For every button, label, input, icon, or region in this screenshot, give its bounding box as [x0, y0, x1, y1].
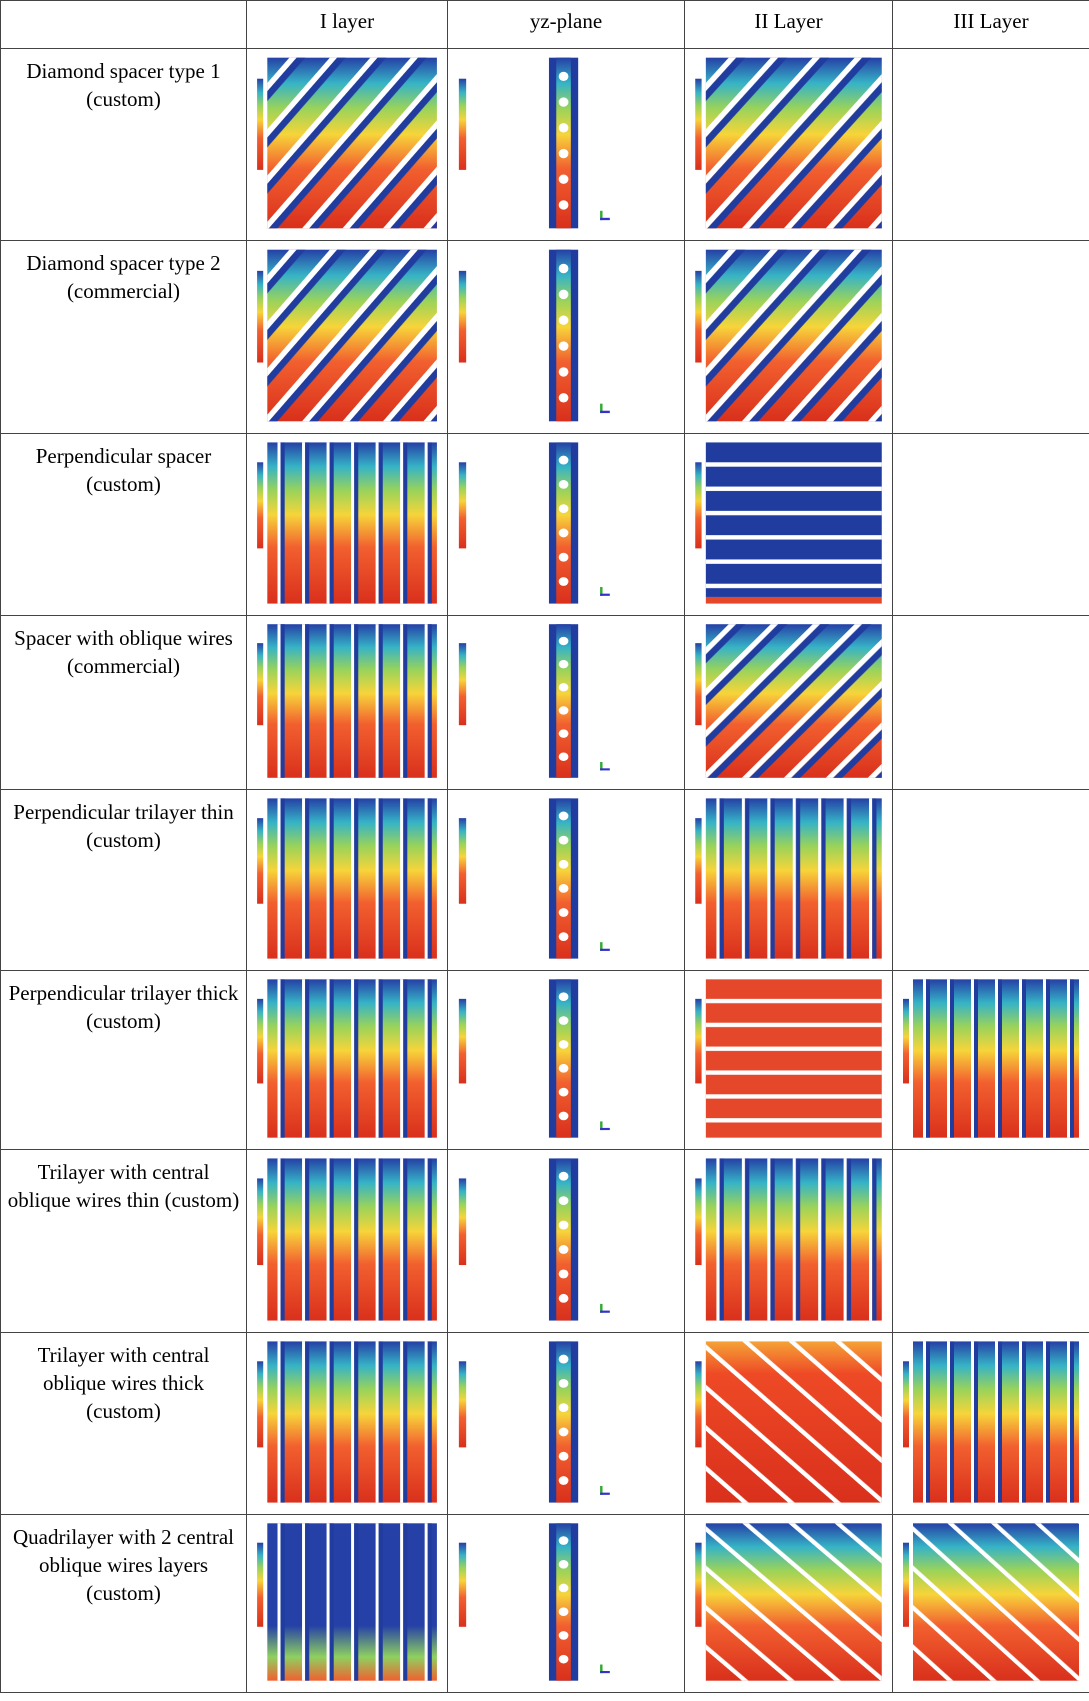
contour-plot	[691, 1154, 886, 1325]
contour-plot	[454, 975, 678, 1142]
header-cell: yz-plane	[448, 1, 685, 49]
contour-plot	[454, 438, 678, 608]
table-row: Perpendicular spacer (custom)	[1, 434, 1089, 616]
image-cell	[247, 1333, 448, 1515]
image-cell	[685, 616, 893, 790]
table-row: Perpendicular trilayer thick (custom)	[1, 971, 1089, 1150]
image-cell	[448, 49, 685, 241]
contour-plot	[691, 438, 886, 608]
image-cell	[448, 616, 685, 790]
contour-plot	[691, 1519, 886, 1685]
contour-plot	[899, 1337, 1083, 1507]
table-row: Spacer with oblique wires (commercial)	[1, 616, 1089, 790]
contour-plot	[253, 794, 441, 963]
image-cell	[685, 1150, 893, 1333]
image-cell	[448, 1515, 685, 1693]
contour-plot	[691, 620, 886, 782]
image-cell	[893, 790, 1089, 971]
image-cell	[893, 1333, 1089, 1515]
contour-plot	[454, 245, 678, 426]
image-cell	[448, 434, 685, 616]
header-cell: III Layer	[893, 1, 1089, 49]
header-cell: I layer	[247, 1, 448, 49]
contour-plot	[253, 1337, 441, 1507]
contour-plot	[899, 975, 1083, 1142]
table-row: Diamond spacer type 1 (custom)	[1, 49, 1089, 241]
contour-plot	[454, 794, 678, 963]
image-cell	[893, 241, 1089, 434]
image-cell	[893, 49, 1089, 241]
image-cell	[893, 971, 1089, 1150]
image-cell	[448, 790, 685, 971]
image-cell	[247, 790, 448, 971]
image-cell	[247, 616, 448, 790]
image-cell	[685, 241, 893, 434]
table-row: Diamond spacer type 2 (commercial)	[1, 241, 1089, 434]
image-cell	[685, 49, 893, 241]
contour-plot	[253, 1154, 441, 1325]
image-cell	[893, 1150, 1089, 1333]
contour-plot	[253, 53, 441, 233]
contour-plot	[454, 620, 678, 782]
contour-plot	[253, 438, 441, 608]
image-cell	[247, 434, 448, 616]
image-cell	[685, 790, 893, 971]
image-cell	[247, 241, 448, 434]
contour-plot	[691, 245, 886, 426]
row-label: Diamond spacer type 1 (custom)	[1, 49, 247, 241]
image-cell	[893, 616, 1089, 790]
image-cell	[448, 1333, 685, 1515]
image-cell	[893, 1515, 1089, 1693]
image-cell	[685, 1515, 893, 1693]
contour-plot	[691, 794, 886, 963]
contour-plot	[253, 1519, 441, 1685]
table-row: Perpendicular trilayer thin (custom)	[1, 790, 1089, 971]
contour-plot	[454, 1337, 678, 1507]
contour-plot	[691, 975, 886, 1142]
image-cell	[247, 49, 448, 241]
page: I layeryz-planeII LayerIII Layer Diamond…	[0, 0, 1089, 1701]
contour-plot	[454, 1519, 678, 1685]
image-cell	[685, 434, 893, 616]
contour-plot	[454, 1154, 678, 1325]
image-cell	[685, 1333, 893, 1515]
image-cell	[247, 1150, 448, 1333]
row-label: Perpendicular spacer (custom)	[1, 434, 247, 616]
contour-plot	[253, 975, 441, 1142]
contour-plot	[691, 53, 886, 233]
row-label: Quadrilayer with 2 central oblique wires…	[1, 1515, 247, 1693]
image-cell	[247, 971, 448, 1150]
contour-plot	[454, 53, 678, 233]
image-cell	[247, 1515, 448, 1693]
row-label: Perpendicular trilayer thick (custom)	[1, 971, 247, 1150]
row-label: Perpendicular trilayer thin (custom)	[1, 790, 247, 971]
contour-plot	[899, 1519, 1083, 1685]
table-row: Quadrilayer with 2 central oblique wires…	[1, 1515, 1089, 1693]
contour-plot	[691, 1337, 886, 1507]
header-cell	[1, 1, 247, 49]
row-label: Diamond spacer type 2 (commercial)	[1, 241, 247, 434]
header-cell: II Layer	[685, 1, 893, 49]
table-row: Trilayer with central oblique wires thin…	[1, 1150, 1089, 1333]
results-table: I layeryz-planeII LayerIII Layer Diamond…	[0, 0, 1089, 1693]
image-cell	[448, 971, 685, 1150]
contour-plot	[253, 245, 441, 426]
image-cell	[893, 434, 1089, 616]
row-label: Spacer with oblique wires (commercial)	[1, 616, 247, 790]
table-row: Trilayer with central oblique wires thic…	[1, 1333, 1089, 1515]
image-cell	[448, 241, 685, 434]
row-label: Trilayer with central oblique wires thin…	[1, 1150, 247, 1333]
contour-plot	[253, 620, 441, 782]
image-cell	[448, 1150, 685, 1333]
row-label: Trilayer with central oblique wires thic…	[1, 1333, 247, 1515]
image-cell	[685, 971, 893, 1150]
